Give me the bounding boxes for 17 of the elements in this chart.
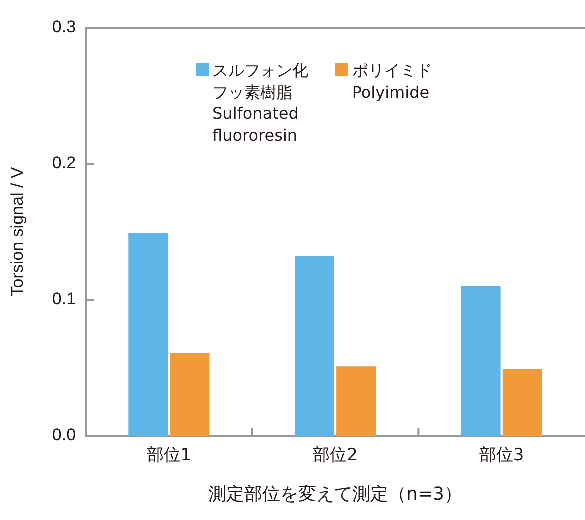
- y-axis-title: Torsion signal / V: [8, 166, 27, 297]
- bar: [294, 256, 334, 436]
- bar: [170, 353, 210, 436]
- x-tick-label: 部位2: [313, 446, 358, 466]
- y-tick-label: 0.2: [52, 154, 76, 173]
- y-tick-label: 0.0: [52, 426, 76, 445]
- bar: [461, 286, 501, 436]
- y-tick-label: 0.3: [52, 18, 76, 37]
- bar: [336, 366, 376, 436]
- y-tick-label: 0.1: [52, 290, 76, 309]
- x-tick-label: 部位1: [146, 446, 192, 466]
- bar: [128, 233, 168, 436]
- x-axis-title: 測定部位を変えて測定（n=3）: [208, 484, 462, 505]
- x-tick-label: 部位3: [479, 446, 524, 466]
- bar: [502, 369, 542, 436]
- legend-label: スルフォン化フッ素樹脂 Sulfonated fluororesin: [212, 60, 310, 146]
- legend-label: ポリイミド Polyimide: [352, 60, 434, 104]
